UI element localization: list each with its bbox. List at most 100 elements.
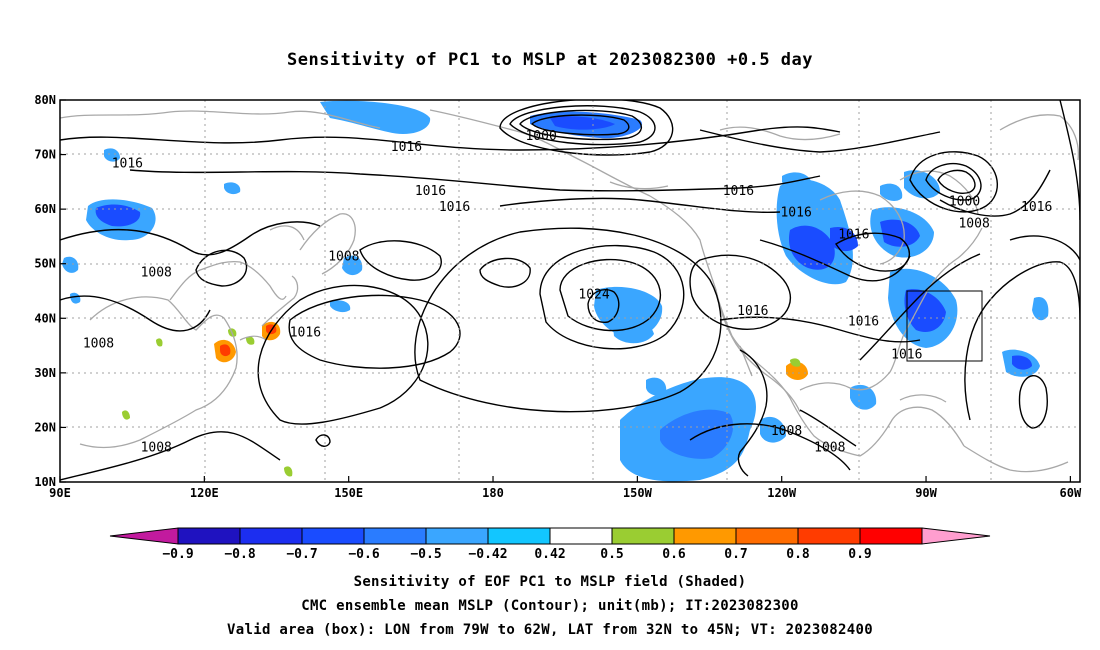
lat-tick-label: 60N	[34, 202, 56, 216]
shade-siberia-small2	[224, 182, 241, 195]
shade-tropics-2	[646, 377, 667, 396]
contour-high-central	[559, 258, 661, 332]
coast-east-asia	[79, 296, 238, 449]
coast-gulf	[799, 333, 905, 391]
contour-1016-japan	[288, 294, 461, 369]
lat-tick-label: 40N	[34, 311, 56, 325]
colorbar-label: −0.7	[286, 547, 317, 562]
shade-green-3	[122, 410, 130, 420]
lat-tick-label: 30N	[34, 366, 56, 380]
colorbar-label: −0.42	[468, 547, 507, 562]
lon-tick-label: 120W	[767, 486, 797, 500]
contour-label: 1024	[578, 287, 609, 302]
coast-caribbean	[899, 394, 947, 403]
contour-label: 1016	[848, 315, 879, 330]
lon-tick-label: 150W	[623, 486, 653, 500]
contour-labels: 1000101610161016101610161016100010081016…	[83, 129, 1053, 455]
contour-1016-pacific-wide	[257, 284, 429, 425]
contour-1008-tropics	[689, 423, 851, 471]
coast-alaska-2	[609, 181, 669, 190]
footer-line-3: Valid area (box): LON from 79W to 62W, L…	[227, 622, 873, 638]
sensitivity-shading	[62, 100, 1049, 482]
contour-1008-mex	[737, 349, 768, 477]
shade-green-4	[284, 466, 293, 477]
coast-hudson	[819, 190, 905, 265]
colorbar-label: 0.5	[600, 547, 623, 562]
contour-1008-asia	[60, 295, 211, 332]
shade-arctic-pacific-3	[550, 116, 615, 130]
shade-okhotsk	[342, 255, 363, 276]
lat-tick-label: 80N	[34, 93, 56, 107]
contour-1016-atl	[1009, 235, 1080, 261]
colorbar-box	[797, 527, 861, 545]
lon-tick-label: 60W	[1060, 486, 1082, 500]
contour-1008-kam	[359, 240, 442, 281]
contour-1016-na	[689, 254, 791, 330]
contour-1008-aleutian	[479, 257, 531, 288]
contour-label: 1016	[737, 304, 768, 319]
plot-title: Sensitivity of PC1 to MSLP at 2023082300…	[286, 50, 813, 70]
contour-1016-na-2	[719, 316, 921, 343]
shade-labrador	[904, 170, 940, 199]
colorbar-label: 0.6	[662, 547, 686, 562]
contour-1016-pacific-loop	[414, 227, 722, 413]
shade-siberia-small	[104, 148, 120, 162]
contour-label: 1016	[838, 227, 869, 242]
contour-label: 1008	[814, 440, 845, 455]
shade-na-north-core	[788, 225, 835, 270]
contour-1016-east	[499, 197, 781, 213]
shade-atlantic-2	[1032, 296, 1049, 321]
coast-labrador	[899, 170, 979, 215]
coast-south-am	[963, 445, 1069, 473]
contour-low-labrador-1	[925, 162, 982, 201]
shade-green-2	[246, 336, 255, 345]
shade-arctic-pacific	[320, 100, 431, 135]
contour-1008-na-mid	[759, 239, 911, 282]
contour-high-central-2	[539, 245, 685, 350]
shade-tropics-4	[850, 384, 877, 410]
contour-1016-atl-loop	[1018, 375, 1048, 429]
lon-axis-ticks: 90E 120E 150E 180 150W 120W 90W 60W	[49, 476, 1082, 500]
colorbar-label: −0.9	[162, 547, 193, 562]
colorbar-box	[549, 527, 613, 545]
coast-california	[715, 291, 757, 363]
lon-tick-label: 90E	[49, 486, 71, 500]
contour-label: 1016	[391, 140, 422, 155]
contour-label: 1008	[141, 440, 172, 455]
contour-label: 1008	[83, 337, 114, 352]
shade-mexico-pos	[786, 361, 808, 380]
contour-label: 1008	[328, 249, 359, 264]
colorbar-box	[363, 527, 427, 545]
contour-label: 1000	[949, 195, 980, 210]
footer-line-1: Sensitivity of EOF PC1 to MSLP field (Sh…	[353, 574, 747, 590]
contour-label: 1016	[112, 156, 143, 171]
colorbar-label: −0.6	[348, 547, 379, 562]
shade-w-edge2	[70, 292, 81, 304]
colorbar-label: 0.8	[786, 547, 810, 562]
contour-low-arctic-2	[519, 109, 642, 141]
lon-tick-label: 90W	[915, 486, 937, 500]
colorbar-box	[239, 527, 303, 545]
colorbar-box	[301, 527, 365, 545]
contour-1008-south-loop	[315, 434, 331, 447]
colorbar-label: −0.8	[224, 547, 255, 562]
contour-low-arctic-3	[530, 114, 630, 136]
contour-label: 1016	[723, 184, 754, 199]
shade-siberia-core	[95, 204, 141, 227]
shade-labrador-2	[880, 183, 903, 201]
shade-mexico-green	[790, 358, 801, 367]
valid-area-box	[906, 290, 983, 362]
lon-tick-label: 180	[482, 486, 504, 500]
lat-tick-label: 10N	[34, 475, 56, 489]
colorbar-label: 0.42	[534, 547, 565, 562]
coast-us-east	[903, 227, 983, 335]
colorbar-label: 0.9	[848, 547, 871, 562]
contour-1016-west	[60, 221, 321, 256]
contour-label: 1008	[958, 217, 989, 232]
contour-label: 1000	[525, 129, 556, 144]
colorbar-box	[859, 527, 923, 545]
colorbar-box	[735, 527, 799, 545]
coastlines	[60, 109, 1080, 473]
coast-japan-2	[239, 335, 267, 341]
